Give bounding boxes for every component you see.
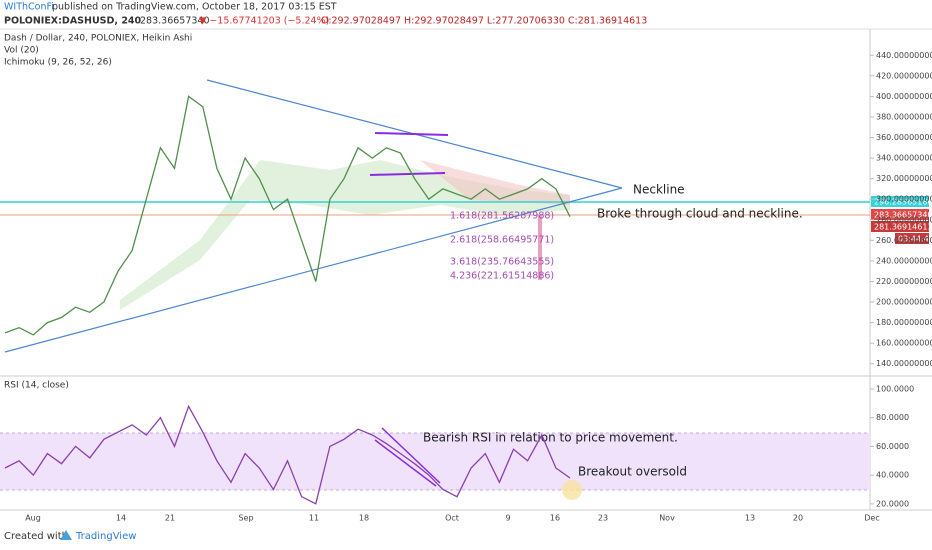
y-tick-label: 20.0000	[876, 499, 909, 508]
x-tick-label: 11	[309, 514, 319, 523]
fib-label: 1.618(281.56287988)	[450, 211, 554, 222]
x-tick-label: 13	[745, 514, 755, 523]
y-tick-label: 420.00000000	[876, 71, 932, 80]
last-price: 283.36657340	[140, 16, 210, 27]
y-tick-label: 40.0000	[876, 471, 909, 480]
footer-text: Created with	[4, 531, 68, 542]
tag-bg	[895, 233, 929, 244]
fib-label: 2.618(258.66495771)	[450, 235, 554, 246]
x-tick-label: Sep	[238, 514, 253, 523]
y-tick-label: 200.00000000	[876, 298, 932, 307]
triangle-lower	[4, 187, 623, 353]
x-tick-label: Nov	[659, 514, 675, 523]
fib-label: 4.236(221.61514886)	[450, 271, 554, 282]
y-tick-label: 160.00000000	[876, 339, 932, 348]
rsi-trend	[374, 439, 437, 487]
published: published on TradingView.com, October 18…	[52, 2, 337, 13]
y-tick-label: 260.00000000	[876, 236, 932, 245]
y-tick-label: 360.00000000	[876, 133, 932, 142]
x-tick-label: 14	[116, 514, 126, 523]
legend-ichimoku: Ichimoku (9, 26, 52, 26)	[4, 58, 112, 68]
y-tick-label: 80.0000	[876, 413, 909, 422]
x-tick-label: 21	[165, 514, 175, 523]
y-tick-label: 240.00000000	[876, 256, 932, 265]
x-tick-label: Dec	[864, 514, 879, 523]
channel-bottom	[369, 172, 446, 176]
price-tag: 283.36657340	[874, 211, 932, 220]
ichimoku-cloud	[120, 160, 570, 310]
price-tag: 281.36914613	[874, 223, 932, 232]
y-tick-label: 380.00000000	[876, 112, 932, 121]
legend-vol: Vol (20)	[4, 46, 39, 56]
neckline-label: Neckline	[633, 183, 685, 197]
y-tick-label: 440.00000000	[876, 51, 932, 60]
logo	[60, 530, 72, 540]
series-line	[4, 404, 571, 505]
highlight	[562, 480, 582, 500]
tag-bg	[871, 221, 929, 232]
x-tick-label: 16	[550, 514, 560, 523]
y-tick-label: 280.00000000	[876, 215, 932, 224]
breakout-label: Broke through cloud and neckline.	[597, 207, 803, 221]
y-tick-label: 400.00000000	[876, 92, 932, 101]
channel-top	[374, 132, 449, 136]
y-tick-label: 140.00000000	[876, 359, 932, 368]
y-tick-label: 180.00000000	[876, 318, 932, 327]
countdown-tag: 03:44:48	[898, 235, 932, 244]
price-tag: 296.28365186	[874, 198, 932, 207]
fib-label: 3.618(235.76643555)	[450, 257, 554, 268]
author[interactable]: WIThConFi	[4, 2, 54, 13]
x-tick-label: Oct	[445, 514, 459, 523]
x-tick-label: 18	[359, 514, 369, 523]
x-tick-label: Aug	[25, 514, 41, 523]
x-tick-label: 20	[793, 514, 803, 523]
symbol: POLONIEX:DASHUSD, 240	[4, 16, 142, 27]
series-line	[4, 95, 571, 336]
legend-main: Dash / Dollar, 240, POLONIEX, Heikin Ash…	[4, 34, 192, 44]
y-tick-label: 300.00000000	[876, 195, 932, 204]
y-tick-label: 220.00000000	[876, 277, 932, 286]
y-tick-label: 320.00000000	[876, 174, 932, 183]
x-tick-label: 23	[598, 514, 608, 523]
rsi-annotation: Breakout oversold	[578, 465, 687, 479]
rsi-trend	[381, 427, 441, 484]
rsi-title: RSI (14, close)	[4, 381, 69, 391]
x-tick-label: 9	[505, 514, 510, 523]
y-tick-label: 60.0000	[876, 442, 909, 451]
footer-brand[interactable]: TradingView	[75, 531, 136, 542]
y-tick-label: 340.00000000	[876, 154, 932, 163]
ichimoku-cloud-red	[420, 160, 570, 205]
change: ▼ −15.67741203 (−5.24%)	[199, 16, 329, 27]
rsi-band	[0, 433, 870, 490]
ohlc: O:292.97028497 H:292.97028497 L:277.2070…	[321, 16, 647, 27]
tag-bg	[871, 196, 929, 207]
tag-bg	[871, 209, 929, 220]
rsi-annotation: Bearish RSI in relation to price movemen…	[423, 431, 678, 445]
y-tick-label: 100.0000	[876, 385, 914, 394]
